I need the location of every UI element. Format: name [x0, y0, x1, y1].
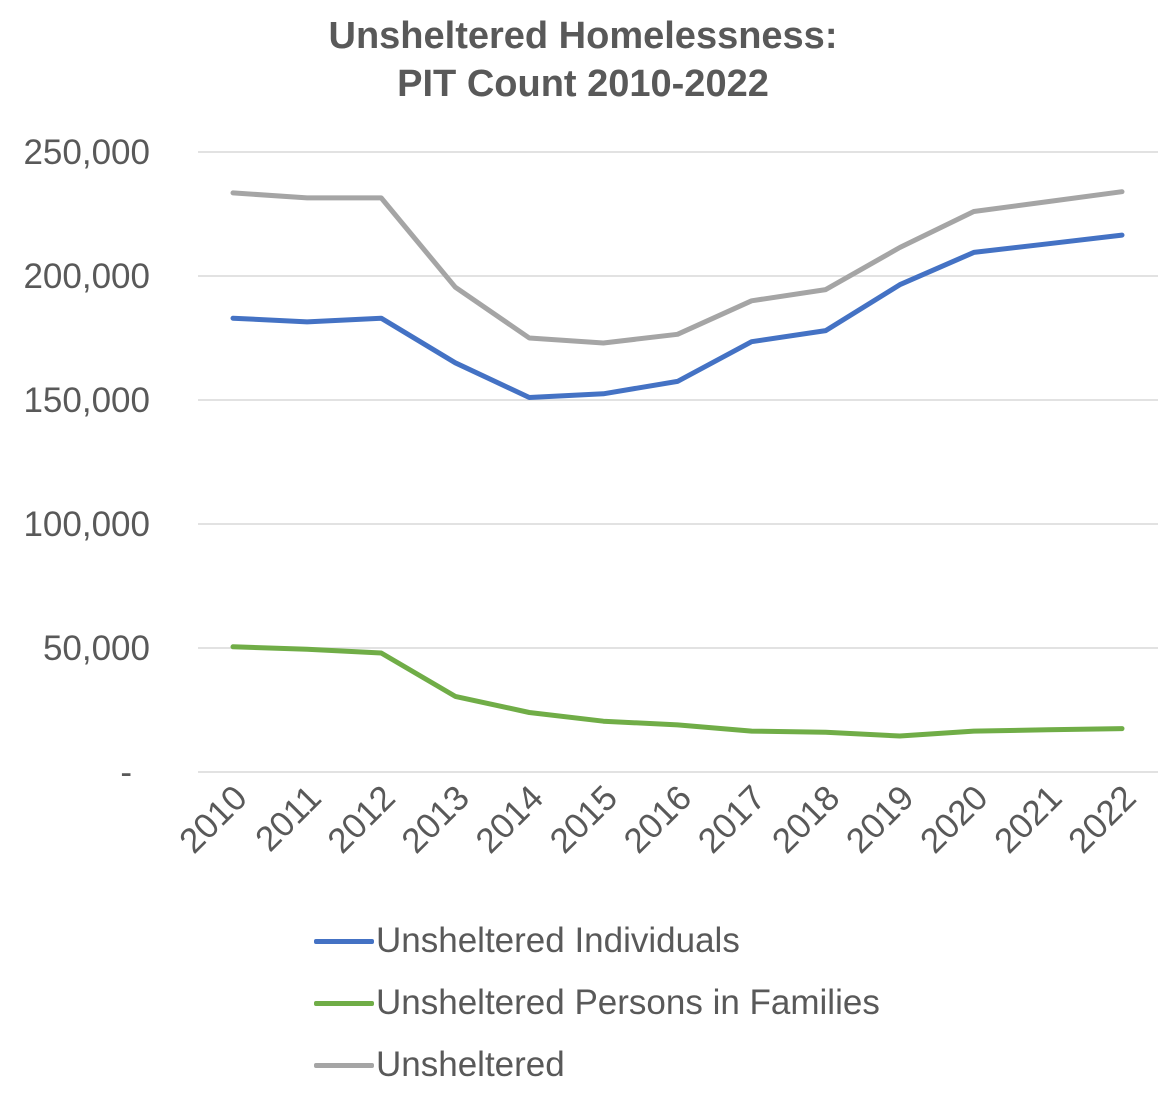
x-tick-label: 2016	[617, 778, 700, 861]
y-axis-tick-labels: - 50,000 100,000 150,000 200,000 250,000	[23, 133, 150, 792]
gridlines	[198, 152, 1158, 772]
x-tick-label: 2011	[248, 778, 329, 859]
x-tick-label: 2013	[394, 778, 477, 861]
series-line-unsheltered-persons-in-families[interactable]	[233, 647, 1122, 736]
x-tick-label: 2010	[172, 778, 255, 861]
x-tick-label: 2015	[542, 778, 625, 861]
series-lines	[233, 192, 1122, 736]
x-tick-label: 2012	[320, 778, 403, 861]
legend-item-unsheltered-individuals[interactable]: Unsheltered Individuals	[314, 910, 880, 972]
legend-label: Unsheltered Persons in Families	[376, 983, 880, 1023]
x-tick-label: 2019	[839, 778, 922, 861]
legend: Unsheltered Individuals Unsheltered Pers…	[314, 910, 880, 1096]
x-axis-tick-labels: 2010201120122013201420152016201720182019…	[172, 778, 1144, 861]
x-tick-label: 2018	[765, 778, 848, 861]
y-tick-label: 150,000	[23, 381, 150, 420]
x-tick-label: 2021	[987, 778, 1070, 861]
y-tick-label: 50,000	[43, 629, 150, 668]
series-line-unsheltered-individuals[interactable]	[233, 235, 1122, 397]
legend-label: Unsheltered Individuals	[376, 921, 740, 961]
legend-label: Unsheltered	[376, 1045, 565, 1085]
x-tick-label: 2014	[468, 778, 551, 861]
x-tick-label: 2017	[691, 778, 774, 861]
legend-item-unsheltered-persons-in-families[interactable]: Unsheltered Persons in Families	[314, 972, 880, 1034]
y-tick-label: 200,000	[23, 257, 150, 296]
y-tick-label: -	[120, 753, 132, 792]
y-tick-label: 250,000	[23, 133, 150, 172]
y-tick-label: 100,000	[23, 505, 150, 544]
legend-swatch-unsheltered	[314, 1063, 374, 1068]
x-tick-label: 2020	[913, 778, 996, 861]
x-tick-label: 2022	[1061, 778, 1144, 861]
legend-item-unsheltered[interactable]: Unsheltered	[314, 1034, 880, 1096]
legend-swatch-unsheltered-individuals	[314, 939, 374, 944]
legend-swatch-unsheltered-persons-in-families	[314, 1001, 374, 1006]
